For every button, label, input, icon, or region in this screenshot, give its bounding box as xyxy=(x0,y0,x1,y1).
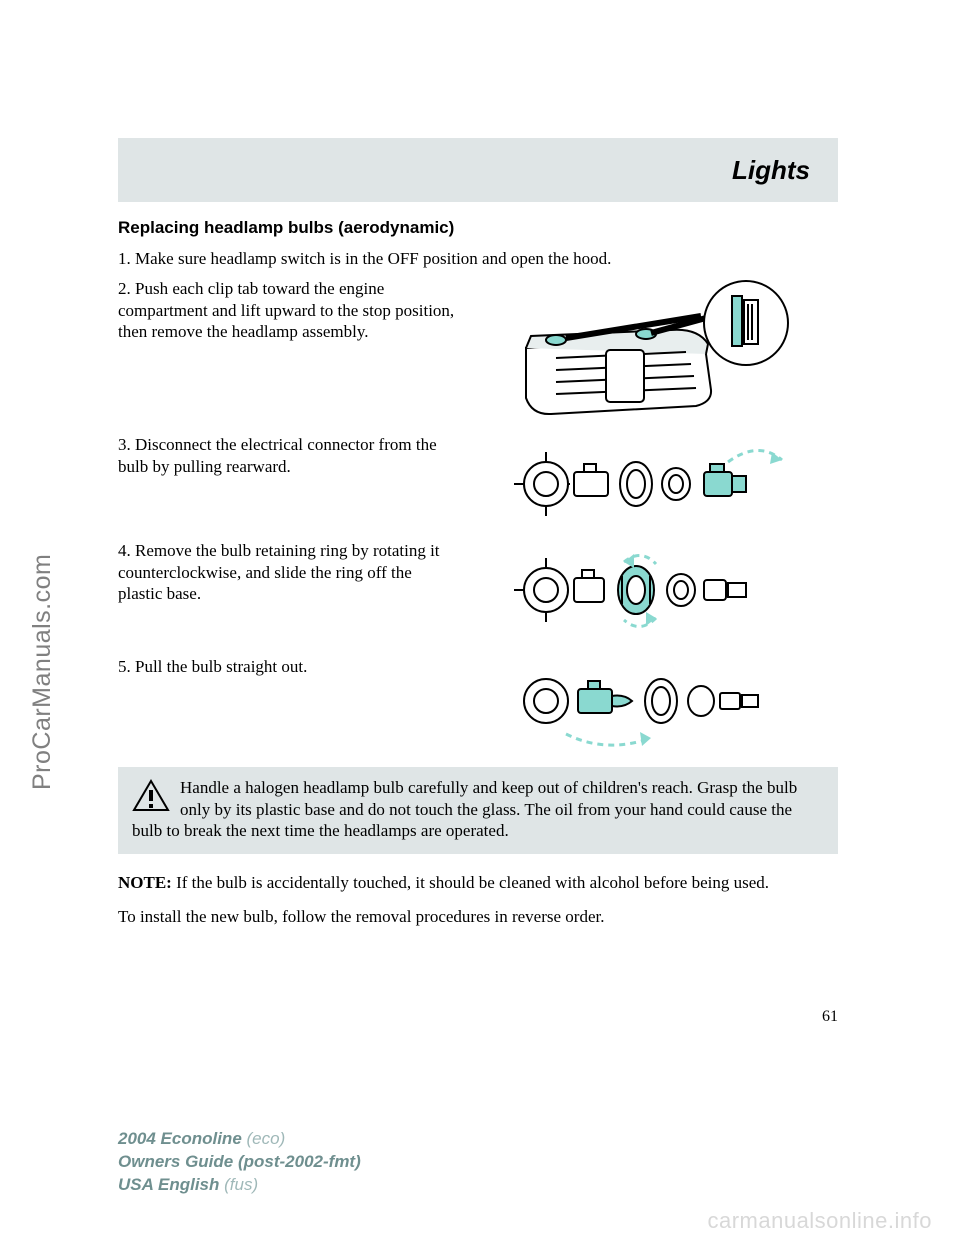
step-5: 5. Pull the bulb straight out. xyxy=(118,656,463,678)
header-title: Lights xyxy=(732,155,810,186)
step-3: 3. Disconnect the electrical connector f… xyxy=(118,434,463,478)
figure-remove-ring xyxy=(463,540,838,650)
footer-block: 2004 Econoline (eco) Owners Guide (post-… xyxy=(118,1128,361,1197)
warning-icon xyxy=(132,779,170,819)
footer-code2: (fus) xyxy=(224,1175,258,1194)
step-2: 2. Push each clip tab toward the engine … xyxy=(118,278,463,343)
page-number: 61 xyxy=(118,1008,838,1026)
warning-box: Handle a halogen headlamp bulb carefully… xyxy=(118,767,838,854)
step-3-row: 3. Disconnect the electrical connector f… xyxy=(118,434,838,534)
content-area: Replacing headlamp bulbs (aerodynamic) 1… xyxy=(118,218,838,936)
header-band: Lights xyxy=(118,138,838,202)
note-block: NOTE: If the bulb is accidentally touche… xyxy=(118,872,838,894)
footer-model: 2004 Econoline xyxy=(118,1129,247,1148)
warning-text: Handle a halogen headlamp bulb carefully… xyxy=(132,778,797,841)
footer-lang: USA English xyxy=(118,1175,224,1194)
bottom-watermark: carmanualsonline.info xyxy=(707,1208,932,1234)
note-label: NOTE: xyxy=(118,873,172,892)
side-watermark: ProCarManuals.com xyxy=(28,554,57,790)
figure-disconnect-connector xyxy=(463,434,838,534)
footer-code1: (eco) xyxy=(247,1129,286,1148)
closing-text: To install the new bulb, follow the remo… xyxy=(118,906,838,928)
figure-pull-bulb xyxy=(463,656,838,761)
step-1: 1. Make sure headlamp switch is in the O… xyxy=(118,248,838,270)
step-4-row: 4. Remove the bulb retaining ring by rot… xyxy=(118,540,838,650)
note-text: If the bulb is accidentally touched, it … xyxy=(172,873,769,892)
footer-guide: Owners Guide (post-2002-fmt) xyxy=(118,1152,361,1171)
section-subhead: Replacing headlamp bulbs (aerodynamic) xyxy=(118,218,838,238)
step-4: 4. Remove the bulb retaining ring by rot… xyxy=(118,540,463,605)
step-2-row: 2. Push each clip tab toward the engine … xyxy=(118,278,838,428)
step-5-row: 5. Pull the bulb straight out. xyxy=(118,656,838,761)
figure-headlamp-assembly xyxy=(463,278,838,428)
